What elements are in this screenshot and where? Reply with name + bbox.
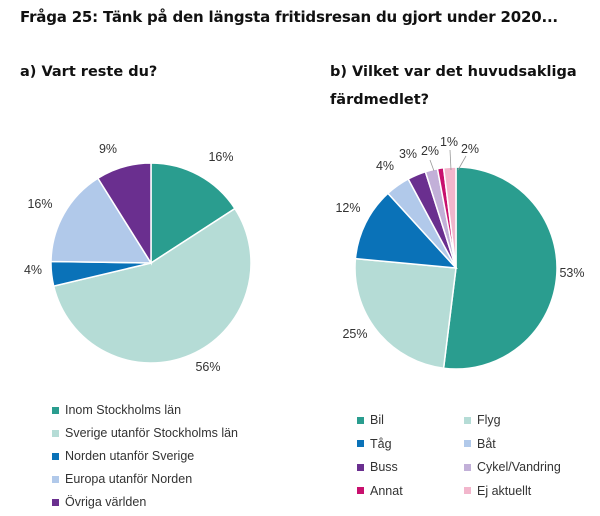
legend-swatch — [52, 429, 59, 437]
pie-slice-inom-stockholms-lan — [150, 162, 236, 265]
data-label-annat: 1% — [440, 135, 458, 149]
legend-swatch — [464, 440, 471, 447]
legend-item-ovriga-varlden: Övriga världen — [52, 495, 146, 509]
legend-item-buss: Buss — [357, 460, 398, 474]
legend-item-annat: Annat — [357, 484, 403, 498]
legend-swatch — [52, 475, 59, 483]
legend-swatch — [357, 487, 364, 494]
pie-slice-ovriga-varlden — [96, 162, 152, 266]
pie-slice-flyg — [354, 257, 457, 370]
legend-swatch — [357, 463, 364, 471]
legend-item-bat: Båt — [464, 437, 496, 451]
chart-a-title: a) Vart reste du? — [20, 64, 158, 80]
legend-label: Annat — [370, 483, 403, 498]
legend-item-ej-aktuellt: Ej aktuellt — [464, 484, 531, 498]
legend-label: Flyg — [477, 413, 501, 427]
pie-slice-ej-aktuellt — [442, 166, 457, 269]
pie-slice-sverige-utanfor-stockholms-lan — [52, 207, 252, 364]
legend-item-cykel-vandring: Cykel/Vandring — [464, 460, 561, 474]
legend-swatch — [464, 487, 471, 494]
leader-line — [449, 149, 452, 171]
legend-label: Buss — [370, 460, 398, 474]
legend-swatch — [52, 406, 59, 414]
legend-swatch — [464, 463, 471, 471]
legend-label: Cykel/Vandring — [477, 460, 561, 474]
page-title: Fråga 25: Tänk på den längsta fritidsres… — [20, 8, 558, 26]
data-label-bil: 53% — [559, 266, 584, 280]
data-label-buss: 3% — [399, 147, 417, 161]
data-label-ovriga-varlden: 9% — [99, 142, 117, 156]
data-label-bat: 4% — [376, 159, 394, 173]
legend-swatch — [464, 416, 471, 424]
legend-item-inom-stockholms-lan: Inom Stockholms län — [52, 403, 181, 417]
data-label-tag: 12% — [335, 201, 360, 215]
legend-swatch — [52, 498, 59, 506]
legend-item-bil: Bil — [357, 413, 384, 427]
pie-slice-europa-utanfor-norden — [50, 177, 153, 264]
legend-label: Ej aktuellt — [477, 483, 532, 498]
data-label-flyg: 25% — [342, 327, 367, 341]
legend-swatch — [357, 440, 364, 447]
legend-swatch — [52, 452, 59, 460]
data-label-sverige-utanfor-stockholms-lan: 56% — [195, 360, 220, 374]
legend-swatch — [357, 416, 364, 424]
data-label-cykel-vandring: 2% — [421, 144, 439, 158]
legend-label: Sverige utanför Stockholms län — [65, 426, 239, 440]
legend-label: Europa utanför Norden — [65, 472, 193, 486]
data-label-ej-aktuellt: 2% — [461, 142, 479, 156]
legend-item-flyg: Flyg — [464, 413, 501, 427]
data-label-norden-utanfor-sverige: 4% — [24, 263, 42, 277]
legend-label: Bil — [370, 413, 384, 427]
pie-slice-bil — [442, 166, 558, 370]
legend-item-norden-utanfor-sverige: Norden utanför Sverige — [52, 449, 194, 463]
legend-item-europa-utanfor-norden: Europa utanför Norden — [52, 472, 192, 486]
leader-line — [429, 159, 435, 172]
leader-line — [457, 155, 467, 171]
data-label-inom-stockholms-lan: 16% — [208, 150, 233, 164]
legend-label: Inom Stockholms län — [65, 403, 182, 417]
legend-item-tag: Tåg — [357, 437, 392, 451]
legend-label: Övriga världen — [65, 495, 147, 509]
pie-slice-tag — [354, 192, 458, 269]
data-label-europa-utanfor-norden: 16% — [27, 197, 52, 211]
legend-item-sverige-utanfor-stockholms-lan: Sverige utanför Stockholms län — [52, 426, 238, 440]
chart-b-title: b) Vilket var det huvudsakliga färdmedle… — [330, 64, 577, 108]
legend-label: Båt — [477, 436, 496, 451]
legend-label: Tåg — [370, 436, 392, 451]
legend-label: Norden utanför Sverige — [65, 449, 195, 463]
